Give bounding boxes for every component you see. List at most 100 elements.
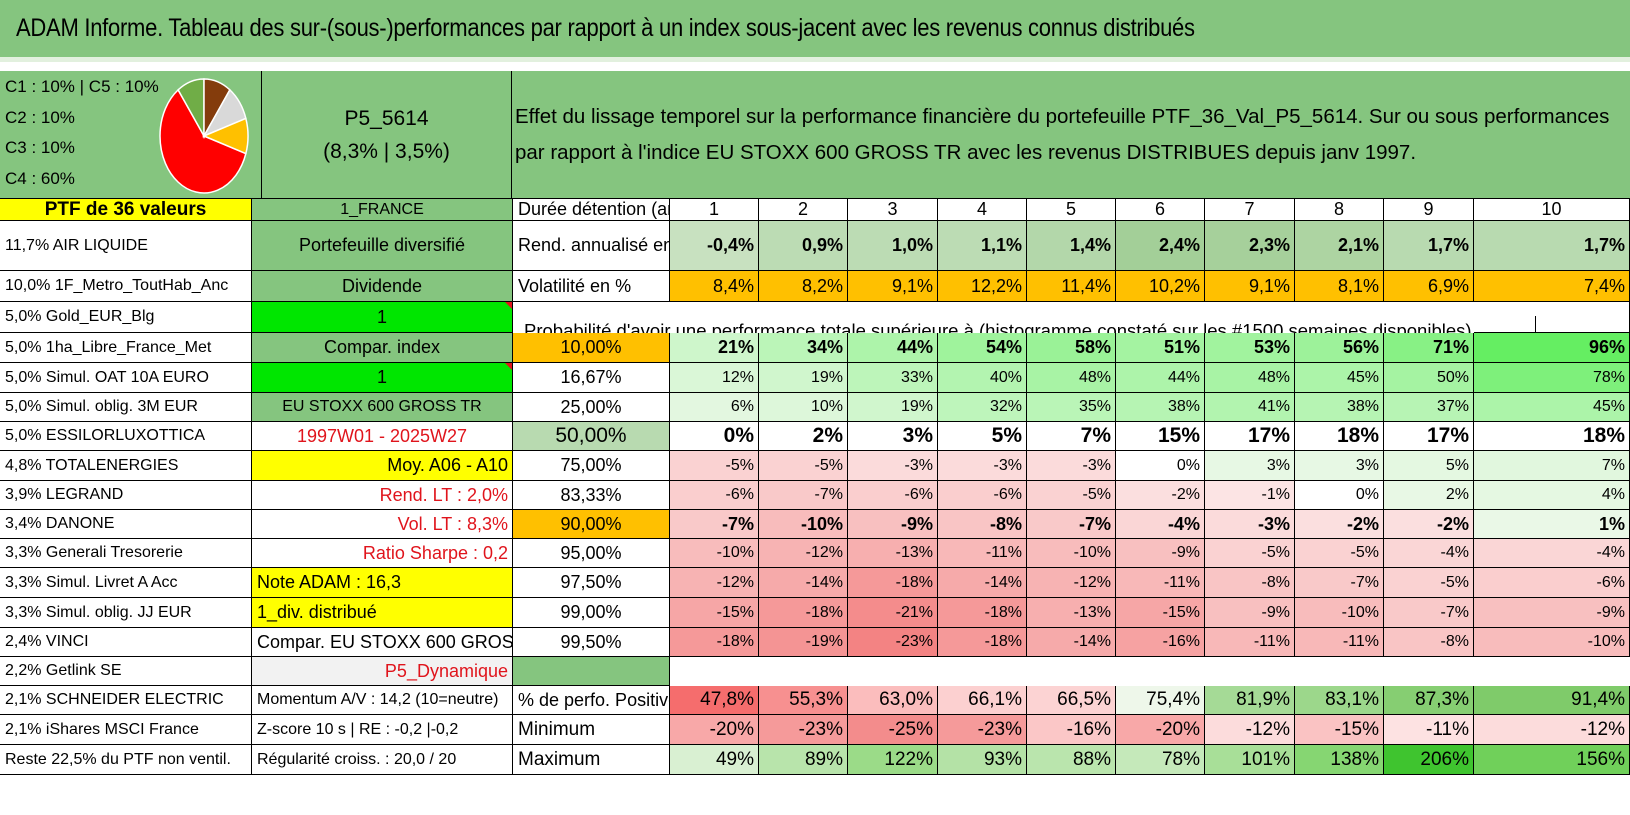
maximum-value-text: 93% (983, 748, 1022, 770)
probability-value: -5% (1205, 539, 1295, 568)
probability-value: 48% (1205, 363, 1295, 393)
year-header: 4 (938, 199, 1027, 221)
probability-value-text: -10% (800, 513, 843, 534)
volatility-value: 12,2% (938, 271, 1027, 302)
probability-value: 1% (1474, 510, 1630, 539)
maximum-value: 88% (1027, 745, 1116, 775)
volatility-value-text: 9,1% (891, 275, 933, 296)
probability-value: -5% (1295, 539, 1384, 568)
long-term-volatility: Vol. LT : 8,3% (252, 510, 513, 539)
probability-level-text: 50,00% (555, 424, 627, 447)
probability-level: 25,00% (513, 393, 670, 422)
title-bar: ADAM Informe. Tableau des sur-(sous-)per… (0, 0, 1630, 62)
profile-label-text: P5_Dynamique (384, 660, 508, 681)
positive-value: 75,4% (1116, 686, 1205, 715)
holding-row-text: 5,0% Simul. OAT 10A EURO (5, 368, 209, 386)
probability-value-text: 34% (806, 337, 843, 357)
momentum-label: Momentum A/V : 14,2 (10=neutre) (252, 686, 513, 715)
pie-label: C4 : 60% (5, 169, 75, 188)
return-value-text: 1,7% (1583, 235, 1625, 255)
return-value: 2,4% (1116, 221, 1205, 271)
probability-value-text: 5% (991, 424, 1022, 447)
holding-row-text: 3,4% DANONE (5, 515, 115, 532)
positive-label-text: % de perfo. Positives (518, 689, 669, 710)
probability-value: -9% (848, 510, 938, 539)
probability-value-text: -4% (1167, 513, 1200, 534)
probability-value-text: -3% (904, 456, 933, 474)
probability-value-text: -10% (716, 544, 754, 561)
portfolio-code: P5_5614 (344, 106, 429, 130)
minimum-value: -25% (848, 715, 938, 745)
probability-value: 10% (759, 393, 848, 422)
maximum-value: 122% (848, 745, 938, 775)
probability-value-text: -18% (895, 573, 933, 591)
probability-level: 83,33% (513, 481, 670, 510)
probability-value: 38% (1295, 393, 1384, 422)
positive-value: 66,1% (938, 686, 1027, 715)
volatility-value-text: 11,4% (1061, 275, 1111, 296)
probability-value: 7% (1474, 451, 1630, 481)
holding-row-text: 3,3% Generali Tresorerie (5, 544, 183, 561)
probability-value-text: -9% (900, 513, 933, 534)
probability-value: 53% (1205, 333, 1295, 363)
probability-value-text: 37% (1436, 398, 1469, 415)
return-value-text: 2,3% (1248, 235, 1290, 255)
probability-value-text: -5% (1440, 573, 1469, 591)
minimum-value-text: -15% (1334, 718, 1379, 740)
long-term-return: Rend. LT : 2,0% (252, 481, 513, 510)
probability-value: 34% (759, 333, 848, 363)
probability-value-text: -16% (1162, 633, 1200, 650)
comment-marker (505, 302, 512, 309)
probability-value: -11% (938, 539, 1027, 568)
year-header-text: 5 (1065, 199, 1076, 219)
probability-value-text: 0% (1176, 456, 1200, 474)
probability-level: 50,00% (513, 422, 670, 451)
probability-value-text: 71% (1432, 337, 1469, 357)
pie-slice-c4 (159, 88, 247, 194)
return-value-text: 1,1% (980, 235, 1022, 255)
probability-value-text: 48% (1078, 368, 1111, 386)
compare-index-label-text: Compar. index (323, 337, 441, 357)
probability-value: 12% (670, 363, 759, 393)
probability-value-text: -7% (1078, 513, 1111, 534)
adam-score-text: Note ADAM : 16,3 (257, 572, 402, 592)
probability-value-text: -10% (1587, 633, 1625, 650)
maximum-value-text: 101% (1241, 748, 1290, 770)
holding-row-text: Reste 22,5% du PTF non ventil. (5, 750, 231, 768)
sharpe-ratio-text: Ratio Sharpe : 0,2 (362, 542, 508, 563)
probability-value: -12% (759, 539, 848, 568)
volatility-value: 6,9% (1384, 271, 1474, 302)
probability-value: -14% (1027, 628, 1116, 657)
probability-value: 6% (670, 393, 759, 422)
probability-value-text: 56% (1342, 337, 1379, 357)
volatility-value: 11,4% (1027, 271, 1116, 302)
probability-value-text: 35% (1078, 398, 1111, 415)
maximum-value-text: 88% (1072, 748, 1111, 770)
index-name-text: EU STOXX 600 GROSS TR (282, 398, 482, 415)
probability-value: 56% (1295, 333, 1384, 363)
holdings-header: PTF de 36 valeurs (0, 199, 252, 221)
maximum-value: 93% (938, 745, 1027, 775)
year-header-text: 2 (797, 199, 808, 219)
return-value: 0,9% (759, 221, 848, 271)
probability-value-text: -5% (1082, 486, 1111, 503)
momentum-label-text: Momentum A/V : 14,2 (10=neutre) (257, 691, 499, 708)
probability-value-text: -12% (716, 573, 754, 591)
probability-value: 71% (1384, 333, 1474, 363)
return-value-text: -0,4% (706, 235, 754, 255)
dividend-flag-text: 1 (376, 306, 387, 327)
probability-value-text: -4% (1440, 544, 1469, 561)
probability-value-text: 7% (1080, 424, 1111, 447)
probability-value-text: 41% (1257, 398, 1290, 415)
probability-value: 45% (1474, 393, 1630, 422)
probability-value: 54% (938, 333, 1027, 363)
probability-value-text: -11% (1342, 633, 1379, 650)
probability-value: 44% (848, 333, 938, 363)
volatility-value-text: 7,4% (1583, 275, 1625, 296)
positive-value-text: 81,9% (1236, 689, 1290, 710)
holding-row-text: 2,2% Getlink SE (5, 662, 122, 679)
probability-level-text: 75,00% (560, 455, 622, 475)
holding-row-text: 2,4% VINCI (5, 633, 89, 650)
probability-value: 32% (938, 393, 1027, 422)
probability-value: 3% (1205, 451, 1295, 481)
